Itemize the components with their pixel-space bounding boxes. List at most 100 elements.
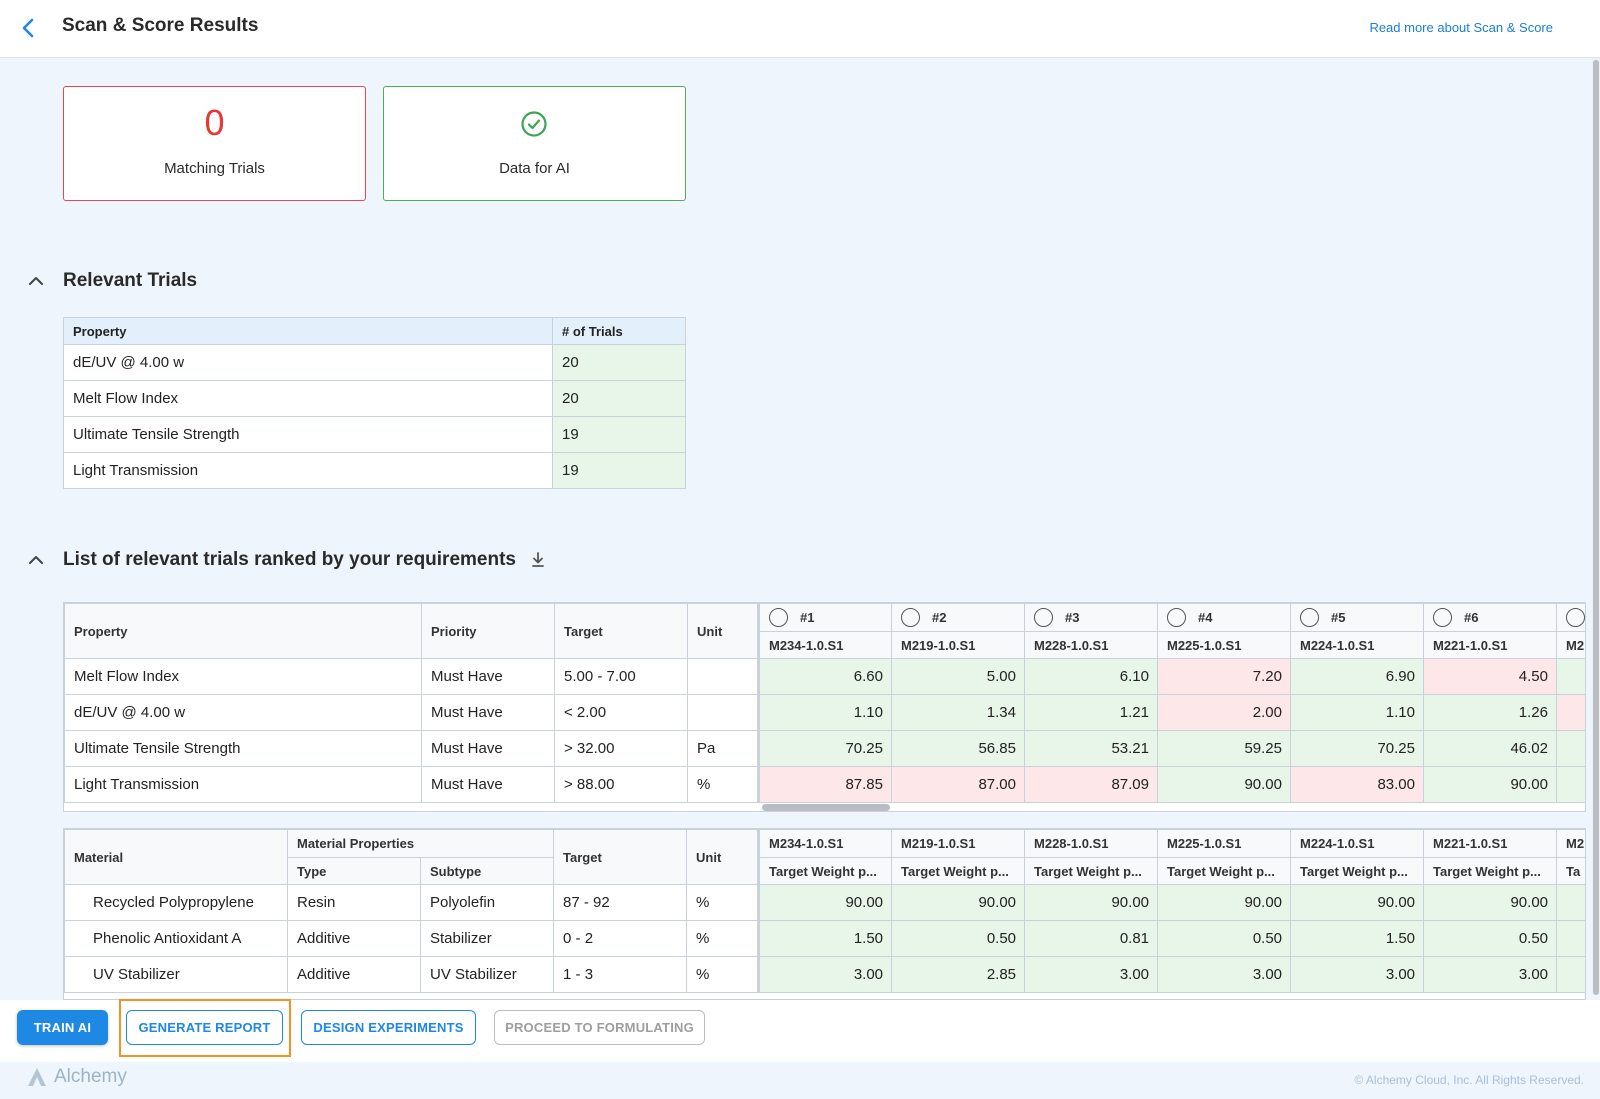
trial-count-cell: 20 [552,344,686,381]
matching-trials-count: 0 [204,102,225,143]
materials-table-container: Material Material Properties Target Unit… [63,828,1586,1000]
trial-select-radio[interactable] [1167,608,1186,627]
target-cell: 87 - 92 [553,884,688,921]
trial-value-cell: 1.10 [1290,694,1424,731]
read-more-link[interactable]: Read more about Scan & Score [1369,20,1553,35]
table-row: Ultimate Tensile Strength 19 [63,416,686,453]
ranked-trials-header: List of relevant trials ranked by your r… [25,549,546,571]
target-cell: > 88.00 [554,766,688,803]
trial-value-cell: 3.00 [757,956,893,993]
trial-id-link[interactable]: M221-1.0.S1 [1423,631,1557,659]
trial-id-link[interactable]: M2 [1556,631,1585,659]
trial-rank-header [1556,603,1585,632]
trial-value-cell: 90.00 [891,884,1026,921]
trial-select-radio[interactable] [901,608,920,627]
data-for-ai-label: Data for AI [499,160,570,177]
priority-cell: Must Have [421,694,555,731]
material-link[interactable]: UV Stabilizer [64,956,288,993]
table-row: dE/UV @ 4.00 w Must Have < 2.00 1.10 1.34 1.2… [64,694,1585,731]
page-title: Scan & Score Results [62,15,259,36]
unit-cell: % [686,884,760,921]
trial-rank: #5 [1331,610,1346,625]
trial-id-link[interactable]: M225-1.0.S1 [1157,631,1291,659]
trial-value-cell: 7.20 [1157,658,1291,695]
materials-table: Material Material Properties Target Unit… [64,829,1585,993]
column-header: Property [64,603,422,659]
trial-select-radio[interactable] [1566,608,1585,627]
target-cell: > 32.00 [554,730,688,767]
table-row: dE/UV @ 4.00 w 20 [63,344,686,381]
table-row: Light Transmission 19 [63,452,686,489]
trial-select-radio[interactable] [1433,608,1452,627]
ranked-trials-table: Property Priority Target Unit #1 #2 #3 #… [64,603,1585,803]
trial-value-cell [1556,730,1585,767]
priority-cell: Must Have [421,730,555,767]
type-cell: Resin [287,884,421,921]
table-row: Ultimate Tensile Strength Must Have > 32.0… [64,730,1585,767]
trial-id-header: M224-1.0.S1 [1290,829,1425,858]
target-weight-header: Target Weight p... [1290,857,1425,885]
type-cell: Additive [287,956,421,993]
trial-value-cell [1556,884,1585,921]
property-cell: dE/UV @ 4.00 w [63,344,553,381]
data-for-ai-card: Data for AI [383,86,686,201]
alchemy-logo-icon [28,1068,46,1086]
trial-select-radio[interactable] [769,608,788,627]
target-weight-header: Target Weight p... [891,857,1026,885]
table-header-row: Property # of Trials [63,317,686,345]
unit-cell: % [686,920,760,957]
generate-report-button[interactable]: Generate Report [126,1010,283,1045]
trial-id-link[interactable]: M224-1.0.S1 [1290,631,1424,659]
trial-value-cell: 0.81 [1024,920,1159,957]
trial-value-cell: 3.00 [1290,956,1425,993]
trial-value-cell [1556,766,1585,803]
priority-cell: Must Have [421,658,555,695]
trial-id-header: M219-1.0.S1 [891,829,1026,858]
back-arrow-icon[interactable] [16,15,42,41]
download-icon[interactable] [530,551,546,569]
trial-value-cell: 56.85 [891,730,1025,767]
unit-cell [687,658,759,695]
table-header-row: M234-1.0.S1 M219-1.0.S1 M228-1.0.S1 M225… [65,631,1585,659]
trial-value-cell: 3.00 [1024,956,1159,993]
design-experiments-button[interactable]: Design Experiments [301,1010,476,1045]
property-cell: Melt Flow Index [63,380,553,417]
trial-id-link[interactable]: M228-1.0.S1 [1024,631,1158,659]
trial-value-cell [1556,920,1585,957]
vertical-scrollbar-thumb[interactable] [1593,60,1599,995]
subtype-cell: UV Stabilizer [419,956,555,993]
trial-rank: #6 [1464,610,1479,625]
subtype-cell: Stabilizer [419,920,555,957]
trial-rank-header: #6 [1423,603,1557,632]
top-bar: Scan & Score Results Read more about Sca… [0,0,1600,58]
horizontal-scrollbar-thumb[interactable] [762,804,890,811]
trial-id-link[interactable]: M234-1.0.S1 [757,631,892,659]
relevant-trials-table: Property # of Trials dE/UV @ 4.00 w 20 M… [63,317,686,489]
material-link[interactable]: Phenolic Antioxidant A [64,920,288,957]
material-link[interactable]: Recycled Polypropylene [64,884,288,921]
trial-select-radio[interactable] [1034,608,1053,627]
proceed-to-formulating-button[interactable]: Proceed to Formulating [494,1010,705,1045]
trial-value-cell: 2.00 [1157,694,1291,731]
table-row: Melt Flow Index 20 [63,380,686,417]
trial-select-radio[interactable] [1300,608,1319,627]
chevron-up-icon[interactable] [25,549,47,571]
property-cell: Ultimate Tensile Strength [64,730,422,767]
trial-value-cell: 3.00 [1157,956,1292,993]
table-header-row: Type Subtype Target Weight p... Target W… [65,857,1585,885]
train-ai-button[interactable]: Train AI [17,1010,108,1045]
trial-value-cell: 90.00 [757,884,893,921]
target-weight-header: Target Weight p... [1024,857,1159,885]
column-header: Unit [687,603,759,659]
property-cell: dE/UV @ 4.00 w [64,694,422,731]
trial-value-cell: 1.34 [891,694,1025,731]
trial-id-link[interactable]: M219-1.0.S1 [891,631,1025,659]
relevant-trials-title: Relevant Trials [63,270,198,291]
trial-value-cell [1556,658,1585,695]
target-weight-header: Target Weight p... [1423,857,1558,885]
chevron-up-icon[interactable] [25,270,47,292]
trial-value-cell: 90.00 [1157,766,1291,803]
copyright-text: © Alchemy Cloud, Inc. All Rights Reserve… [1354,1073,1584,1087]
trial-rank: #4 [1198,610,1213,625]
trial-value-cell: 1.50 [757,920,893,957]
